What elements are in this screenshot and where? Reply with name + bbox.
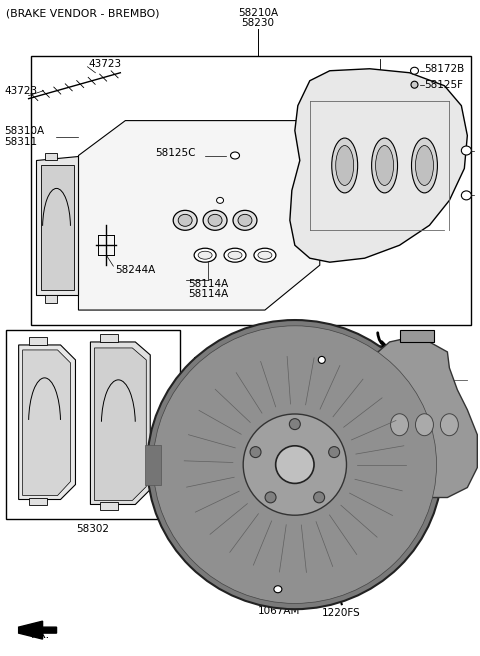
Text: 58125F: 58125F xyxy=(424,80,464,90)
Text: 58244A: 58244A xyxy=(115,265,156,275)
Text: 58172B: 58172B xyxy=(424,64,465,73)
Bar xyxy=(45,152,57,161)
Bar xyxy=(31,56,471,325)
Ellipse shape xyxy=(250,447,261,458)
Text: 43723: 43723 xyxy=(5,86,38,96)
Ellipse shape xyxy=(198,251,212,259)
Bar xyxy=(100,502,119,510)
Text: 58230: 58230 xyxy=(241,18,275,28)
Text: 58311: 58311 xyxy=(5,136,38,146)
Ellipse shape xyxy=(441,414,458,436)
Bar xyxy=(145,445,161,485)
Ellipse shape xyxy=(276,446,314,483)
Ellipse shape xyxy=(318,356,325,363)
Ellipse shape xyxy=(178,215,192,226)
Ellipse shape xyxy=(194,248,216,262)
Text: 58151C: 58151C xyxy=(328,340,368,350)
Polygon shape xyxy=(78,121,320,310)
Ellipse shape xyxy=(230,152,240,159)
Ellipse shape xyxy=(243,414,347,515)
Ellipse shape xyxy=(313,492,324,503)
Ellipse shape xyxy=(336,146,354,186)
Ellipse shape xyxy=(372,138,397,193)
Ellipse shape xyxy=(461,146,471,155)
Text: 58114A: 58114A xyxy=(188,289,228,299)
Text: FR.: FR. xyxy=(31,628,50,641)
Text: 58125C: 58125C xyxy=(155,148,196,157)
Text: (BRAKE VENDOR - BREMBO): (BRAKE VENDOR - BREMBO) xyxy=(6,9,159,19)
Text: 58302: 58302 xyxy=(76,524,109,535)
Ellipse shape xyxy=(233,211,257,230)
Ellipse shape xyxy=(173,211,197,230)
Ellipse shape xyxy=(411,81,418,88)
Ellipse shape xyxy=(289,419,300,430)
Text: 58411B: 58411B xyxy=(192,357,232,367)
Ellipse shape xyxy=(265,492,276,503)
Ellipse shape xyxy=(208,215,222,226)
Bar xyxy=(399,330,434,342)
Ellipse shape xyxy=(416,146,433,186)
Polygon shape xyxy=(358,338,477,497)
Polygon shape xyxy=(90,342,150,504)
Ellipse shape xyxy=(411,138,437,193)
Polygon shape xyxy=(95,348,146,501)
Ellipse shape xyxy=(416,414,433,436)
Ellipse shape xyxy=(228,251,242,259)
Bar xyxy=(100,334,119,342)
Text: 58210A: 58210A xyxy=(238,8,278,18)
Ellipse shape xyxy=(410,68,419,74)
Bar xyxy=(6,330,180,520)
Polygon shape xyxy=(290,69,468,262)
Text: 58114A: 58114A xyxy=(188,279,228,289)
Text: 1067AM: 1067AM xyxy=(258,606,300,616)
Ellipse shape xyxy=(461,191,471,200)
Ellipse shape xyxy=(224,248,246,262)
Ellipse shape xyxy=(274,586,282,593)
Polygon shape xyxy=(23,350,71,495)
Ellipse shape xyxy=(329,447,340,458)
Ellipse shape xyxy=(216,197,224,203)
Text: 43723: 43723 xyxy=(88,59,121,69)
Ellipse shape xyxy=(238,215,252,226)
Ellipse shape xyxy=(376,146,394,186)
Polygon shape xyxy=(19,621,57,639)
Text: 1351JD: 1351JD xyxy=(340,353,377,363)
Text: 58310A: 58310A xyxy=(5,125,45,136)
Polygon shape xyxy=(19,345,75,499)
Text: 1220FS: 1220FS xyxy=(322,608,360,618)
Ellipse shape xyxy=(203,211,227,230)
Bar xyxy=(29,337,47,345)
Polygon shape xyxy=(41,165,74,290)
Ellipse shape xyxy=(147,320,443,609)
Bar xyxy=(45,295,57,303)
Ellipse shape xyxy=(332,138,358,193)
Polygon shape xyxy=(36,155,78,295)
Ellipse shape xyxy=(258,251,272,259)
Ellipse shape xyxy=(391,414,408,436)
Ellipse shape xyxy=(254,248,276,262)
Ellipse shape xyxy=(153,326,436,604)
Bar xyxy=(29,497,47,506)
